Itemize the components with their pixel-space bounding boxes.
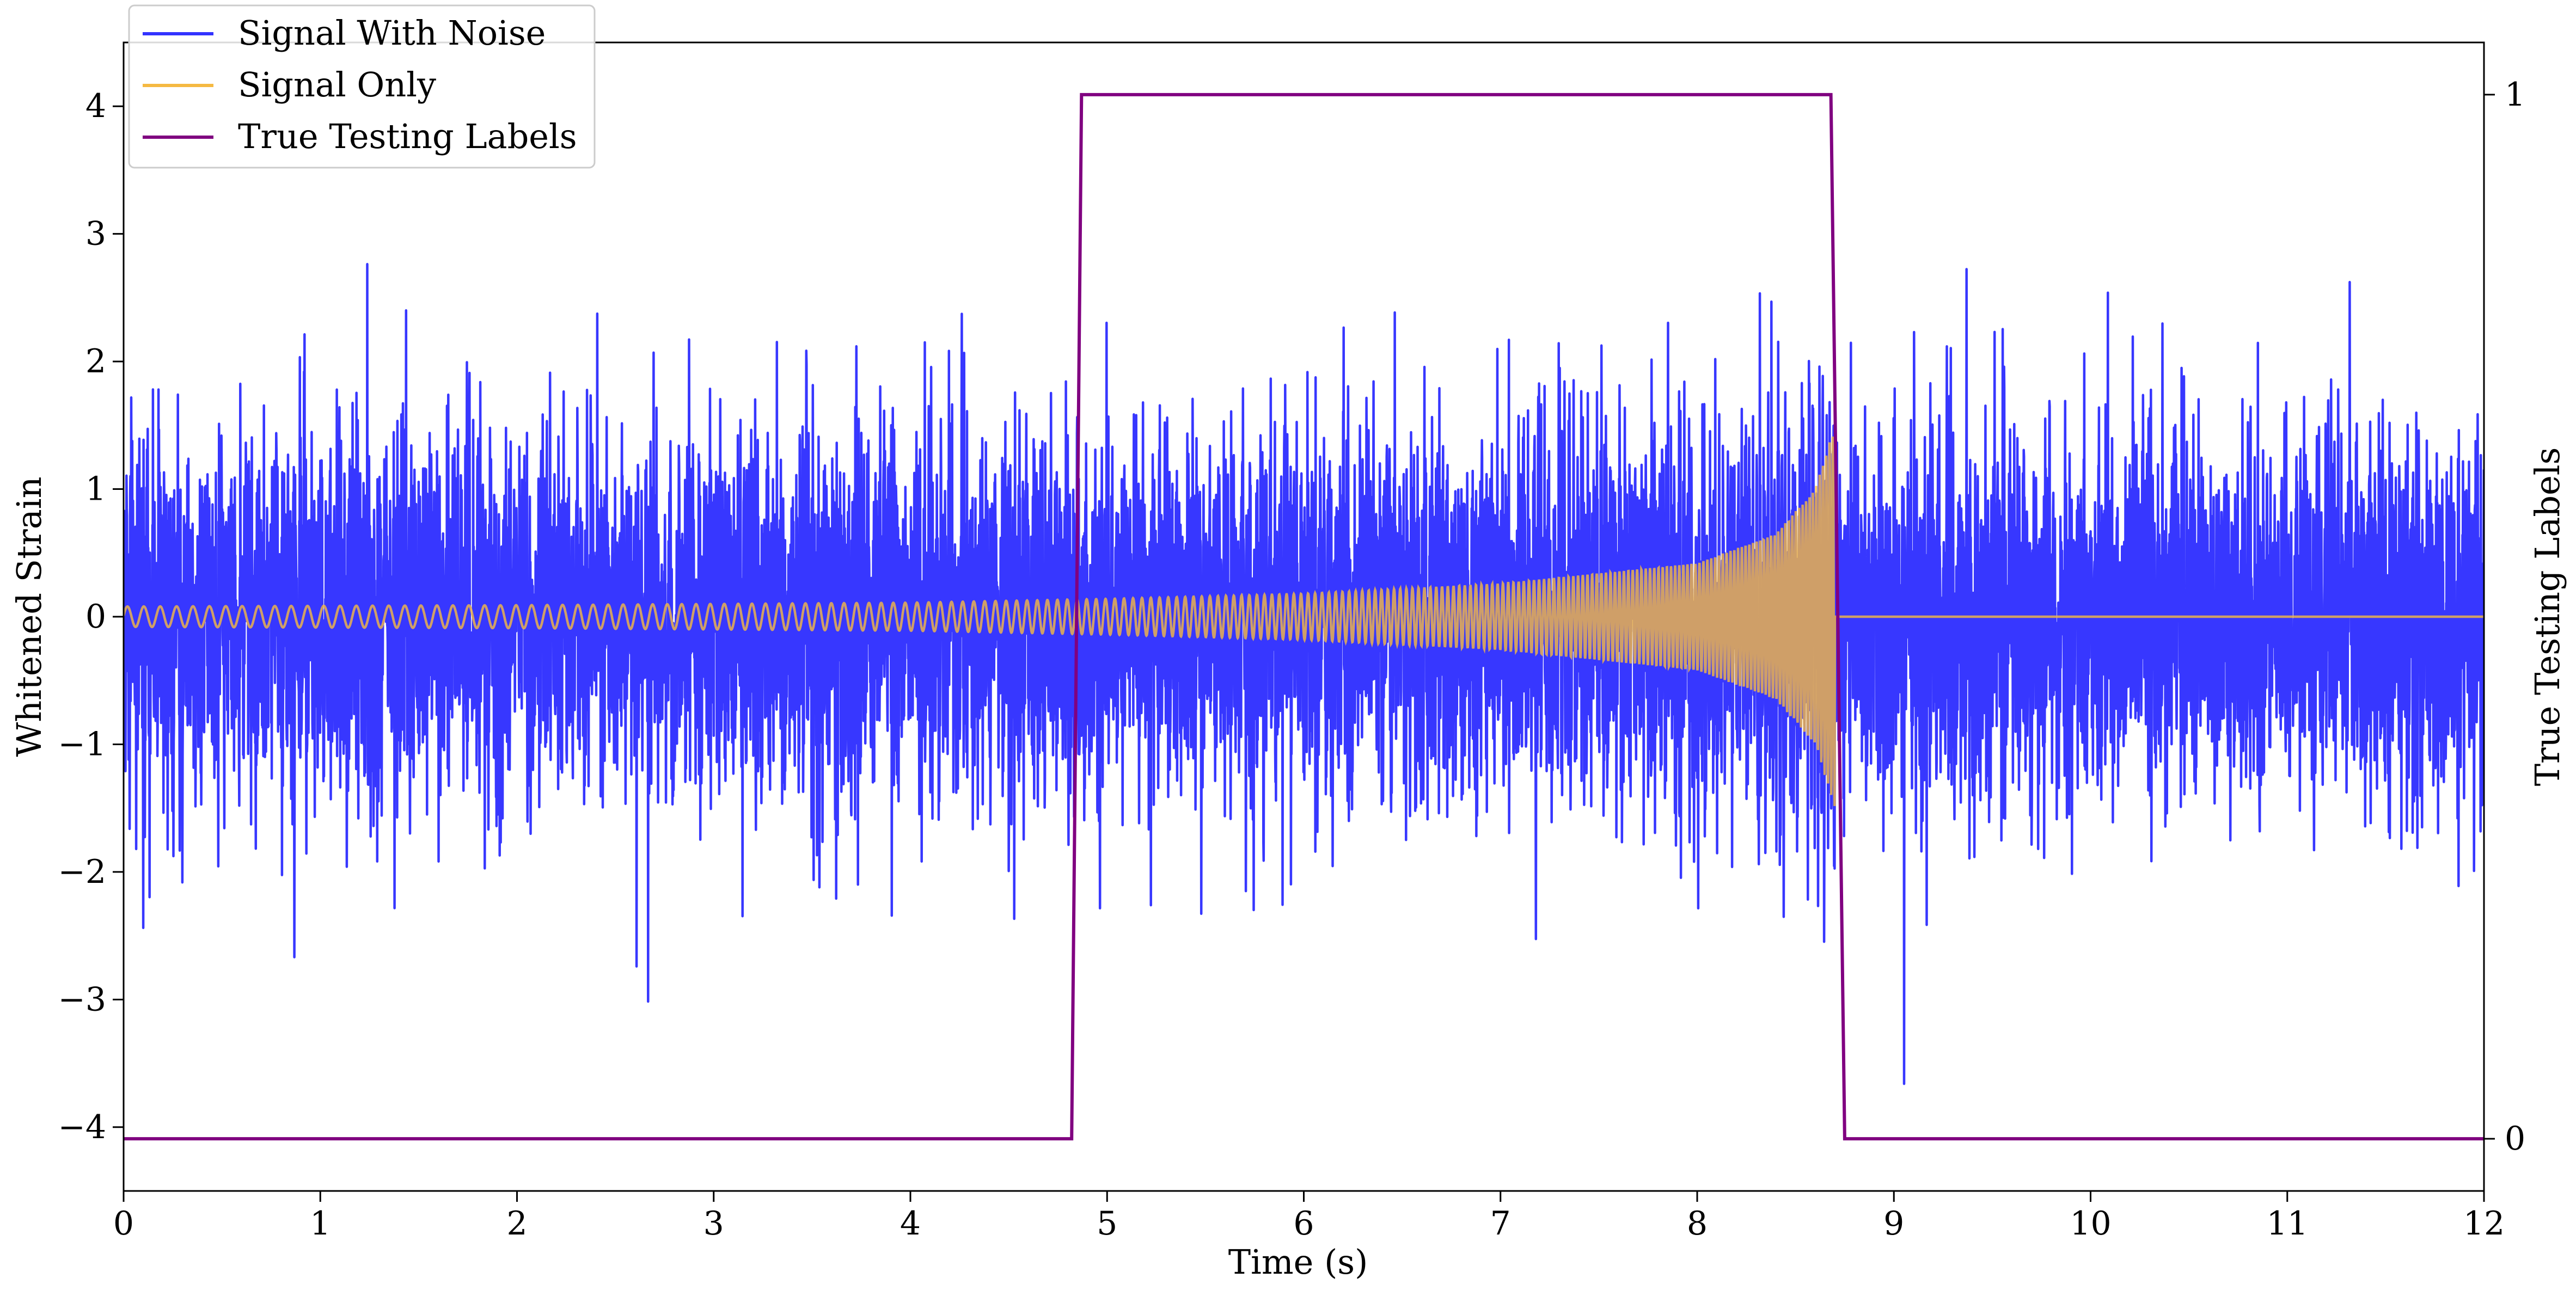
x-tick-label: 6 bbox=[1293, 1205, 1314, 1243]
x-tick-label: 11 bbox=[2267, 1205, 2308, 1243]
true-testing-labels-line bbox=[124, 93, 2484, 1141]
signal-only-line bbox=[124, 436, 2484, 806]
x-axis: 0 1 2 3 4 5 6 7 8 9 10 11 12 bbox=[113, 1191, 2505, 1243]
y2-axis-title: True Testing Labels bbox=[2528, 447, 2567, 787]
legend-frame bbox=[128, 4, 596, 169]
y2-tick-label: 0 bbox=[2505, 1120, 2525, 1158]
legend-label-signal-only: Signal Only bbox=[238, 65, 436, 105]
y-tick-label: −4 bbox=[58, 1108, 106, 1146]
y-axis-left: −4 −3 −2 −1 0 1 2 3 4 bbox=[58, 87, 124, 1146]
y-tick-label: −2 bbox=[58, 853, 106, 891]
x-tick-label: 12 bbox=[2463, 1205, 2505, 1243]
x-tick-label: 3 bbox=[703, 1205, 724, 1243]
x-tick-label: 4 bbox=[900, 1205, 921, 1243]
y-axis-right: 01 bbox=[2484, 76, 2525, 1158]
legend: Signal With Noise Signal Only True Testi… bbox=[128, 4, 596, 169]
x-tick-label: 5 bbox=[1097, 1205, 1117, 1243]
y2-tick-label: 1 bbox=[2505, 76, 2525, 114]
legend-label-true-testing-labels: True Testing Labels bbox=[238, 116, 577, 156]
y-axis-title: Whitened Strain bbox=[9, 477, 49, 757]
x-tick-label: 2 bbox=[506, 1205, 527, 1243]
x-tick-label: 7 bbox=[1490, 1205, 1511, 1243]
y-tick-label: −3 bbox=[58, 980, 106, 1018]
signal-with-noise-line bbox=[124, 263, 2484, 1085]
y-tick-label: 0 bbox=[85, 598, 106, 636]
y-tick-label: 1 bbox=[85, 470, 106, 508]
legend-label-signal-with-noise: Signal With Noise bbox=[238, 13, 546, 53]
y-tick-label: −1 bbox=[58, 725, 106, 763]
x-axis-title: Time (s) bbox=[1228, 1242, 1368, 1282]
x-tick-label: 0 bbox=[113, 1205, 134, 1243]
y-tick-label: 2 bbox=[85, 342, 106, 380]
x-tick-label: 1 bbox=[310, 1205, 331, 1243]
plot-area bbox=[124, 93, 2484, 1141]
y-tick-label: 3 bbox=[85, 215, 106, 253]
y-tick-label: 4 bbox=[85, 87, 106, 125]
x-tick-label: 9 bbox=[1883, 1205, 1904, 1243]
x-tick-label: 10 bbox=[2070, 1205, 2111, 1243]
x-tick-label: 8 bbox=[1687, 1205, 1708, 1243]
